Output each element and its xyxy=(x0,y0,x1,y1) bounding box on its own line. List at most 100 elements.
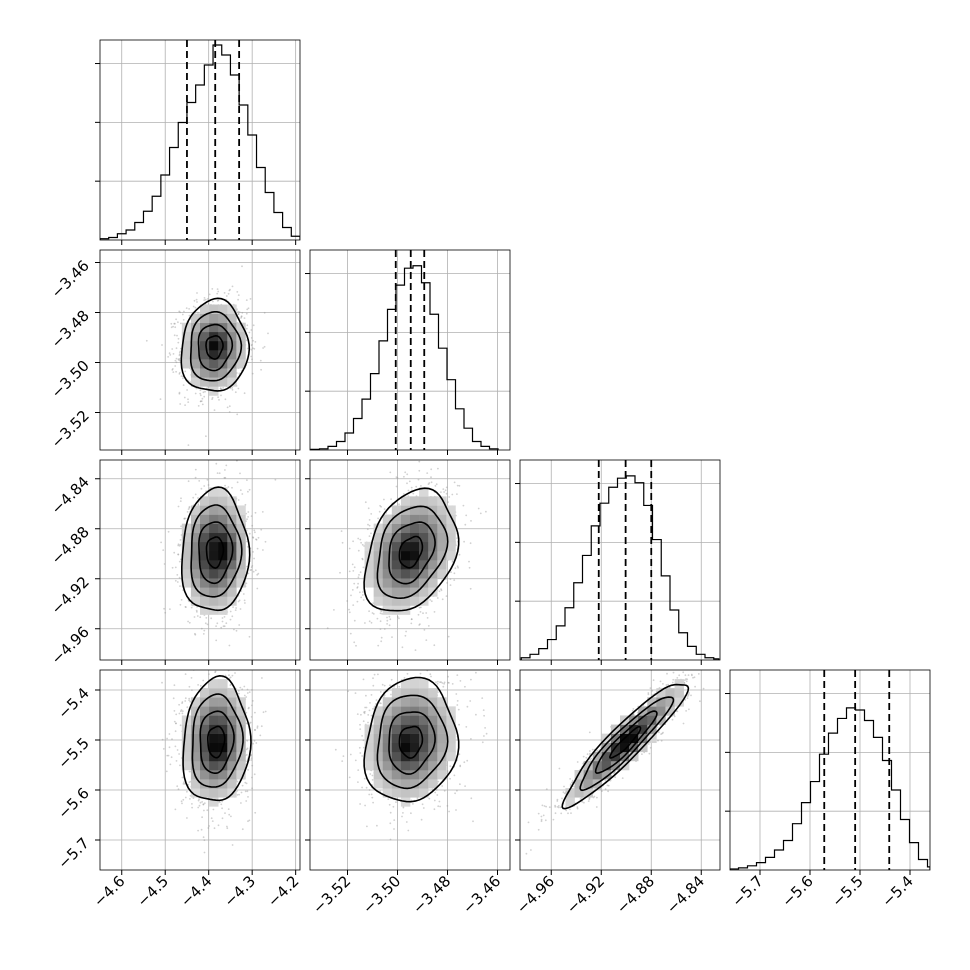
x-tick-label: −4.92 xyxy=(563,872,608,917)
sample-point xyxy=(261,511,264,513)
density-square xyxy=(364,751,374,762)
density-square xyxy=(674,697,684,707)
sample-point xyxy=(567,812,569,815)
sample-point xyxy=(178,351,181,354)
sample-point xyxy=(221,620,224,623)
sample-point xyxy=(472,820,474,823)
contour-line xyxy=(609,725,642,759)
sample-point xyxy=(576,806,579,809)
density-square xyxy=(428,688,438,698)
sample-point xyxy=(632,708,635,710)
density-square xyxy=(236,560,246,570)
sample-point xyxy=(662,683,664,685)
sample-point xyxy=(380,636,383,639)
sample-point xyxy=(561,797,563,800)
sample-point xyxy=(463,540,465,543)
density-square xyxy=(656,688,666,698)
sample-point xyxy=(173,551,176,554)
density-square xyxy=(373,596,384,606)
sample-point xyxy=(426,472,429,474)
sample-point xyxy=(357,781,359,783)
sample-point xyxy=(552,818,555,821)
density-square xyxy=(428,550,438,561)
sample-point xyxy=(228,644,231,647)
density-square xyxy=(574,788,584,798)
sample-point xyxy=(199,394,202,397)
sample-point xyxy=(250,569,253,571)
sample-point xyxy=(470,738,472,740)
sample-point xyxy=(383,641,385,643)
sample-point xyxy=(176,749,179,751)
density-square xyxy=(227,359,237,369)
sample-point xyxy=(682,671,685,674)
sample-point xyxy=(373,673,376,676)
density-square xyxy=(419,550,429,561)
density-square xyxy=(236,715,246,725)
sample-point xyxy=(202,836,205,839)
sample-point xyxy=(435,789,438,791)
density-square xyxy=(391,688,402,698)
density-square xyxy=(382,770,393,780)
sample-point xyxy=(200,487,203,490)
sample-point xyxy=(386,623,388,625)
sample-point xyxy=(237,294,240,296)
sample-point xyxy=(253,347,256,350)
sample-point xyxy=(178,354,181,357)
sample-point xyxy=(194,306,197,309)
sample-point xyxy=(462,504,465,507)
density-square xyxy=(373,532,384,543)
contour-line xyxy=(197,323,234,372)
sample-point xyxy=(246,479,248,481)
panel-frame xyxy=(99,669,301,871)
sample-point xyxy=(352,570,355,572)
sample-point xyxy=(207,484,210,486)
density-square xyxy=(382,523,393,534)
sample-point xyxy=(632,713,635,715)
sample-point xyxy=(254,531,256,534)
contour-line xyxy=(191,693,244,788)
histogram-line xyxy=(100,44,300,240)
sample-point xyxy=(356,600,359,603)
density-square xyxy=(364,742,374,753)
sample-point xyxy=(243,392,246,395)
sample-point xyxy=(251,347,254,350)
sample-point xyxy=(405,821,408,823)
density-square xyxy=(209,779,219,789)
contour-line xyxy=(398,725,424,759)
sample-point xyxy=(364,804,366,807)
sample-point xyxy=(251,764,254,767)
sample-point xyxy=(182,384,185,386)
sample-point xyxy=(187,401,190,403)
sample-point xyxy=(180,800,183,803)
sample-point xyxy=(651,689,654,692)
density-square xyxy=(382,742,393,753)
sample-point xyxy=(194,392,197,395)
sample-point xyxy=(672,671,675,674)
sample-point xyxy=(203,297,206,299)
y-tick-label: −3.52 xyxy=(48,407,93,452)
sample-point xyxy=(609,779,612,782)
sample-point xyxy=(239,686,242,689)
sample-point xyxy=(588,731,591,734)
sample-point xyxy=(217,396,220,399)
sample-point xyxy=(184,673,187,675)
sample-point xyxy=(244,503,247,506)
sample-point xyxy=(443,663,445,665)
sample-point xyxy=(660,739,663,742)
sample-point xyxy=(392,805,395,808)
density-square xyxy=(227,733,237,744)
sample-point xyxy=(247,546,249,548)
sample-point xyxy=(199,389,202,392)
sample-point xyxy=(196,301,198,303)
sample-point xyxy=(398,503,400,506)
density-square xyxy=(209,587,219,597)
sample-point xyxy=(198,804,201,807)
sample-point xyxy=(237,690,240,692)
density-square xyxy=(382,532,393,543)
density-square xyxy=(419,541,429,552)
sample-point xyxy=(352,540,354,543)
density-square xyxy=(227,587,237,597)
sample-point xyxy=(189,700,192,703)
sample-point xyxy=(175,722,177,725)
sample-point xyxy=(647,692,650,694)
